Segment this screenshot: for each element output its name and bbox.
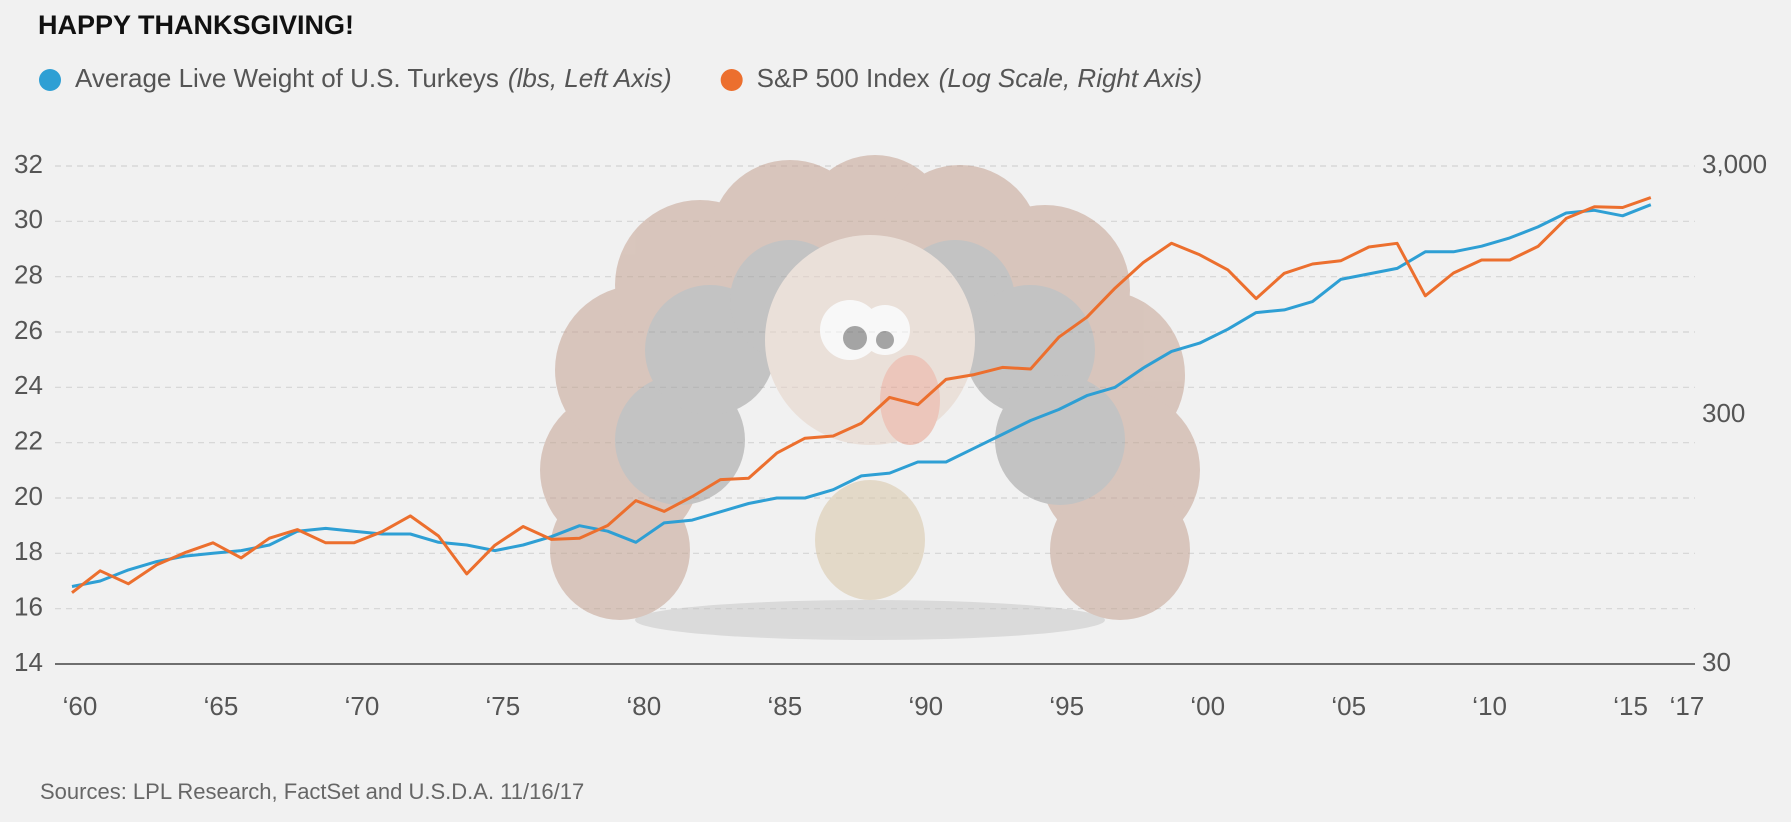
x-tick-label: ‘00 xyxy=(1190,691,1225,721)
series-line xyxy=(71,203,1652,588)
legend-note: (lbs, Left Axis) xyxy=(508,63,672,93)
y-tick-label: 14 xyxy=(14,647,43,677)
y2-tick-label: 30 xyxy=(1702,647,1731,677)
x-tick-label: ‘65 xyxy=(204,691,239,721)
y-tick-label: 22 xyxy=(14,426,43,456)
y-tick-label: 28 xyxy=(14,260,43,290)
source-note: Sources: LPL Research, FactSet and U.S.D… xyxy=(40,779,584,804)
x-tick-label: ‘10 xyxy=(1472,691,1507,721)
y2-tick-label: 3,000 xyxy=(1702,149,1767,179)
legend-label: Average Live Weight of U.S. Turkeys xyxy=(75,63,499,93)
x-tick-label: ‘70 xyxy=(345,691,380,721)
chart-title: HAPPY THANKSGIVING! xyxy=(38,10,354,40)
y-tick-label: 30 xyxy=(14,204,43,234)
x-tick-label: ‘80 xyxy=(627,691,662,721)
legend-note: (Log Scale, Right Axis) xyxy=(939,63,1202,93)
legend-label: S&P 500 Index xyxy=(757,63,930,93)
y-tick-label: 16 xyxy=(14,592,43,622)
y-tick-label: 24 xyxy=(14,370,43,400)
x-tick-label: ‘17 xyxy=(1670,691,1705,721)
x-tick-label: ‘05 xyxy=(1331,691,1366,721)
x-tick-label: ‘90 xyxy=(908,691,943,721)
x-tick-label: ‘15 xyxy=(1613,691,1648,721)
legend-marker xyxy=(39,69,61,91)
y-tick-label: 18 xyxy=(14,536,43,566)
x-tick-label: ‘60 xyxy=(63,691,98,721)
turkey-illustration xyxy=(540,155,1200,640)
y-tick-label: 26 xyxy=(14,315,43,345)
y-tick-label: 32 xyxy=(14,149,43,179)
x-tick-label: ‘75 xyxy=(486,691,521,721)
x-tick-label: ‘85 xyxy=(767,691,802,721)
y-tick-label: 20 xyxy=(14,481,43,511)
legend-marker xyxy=(720,69,743,91)
y2-tick-label: 300 xyxy=(1702,398,1745,428)
series-line xyxy=(71,196,1652,594)
x-tick-label: ‘95 xyxy=(1049,691,1084,721)
